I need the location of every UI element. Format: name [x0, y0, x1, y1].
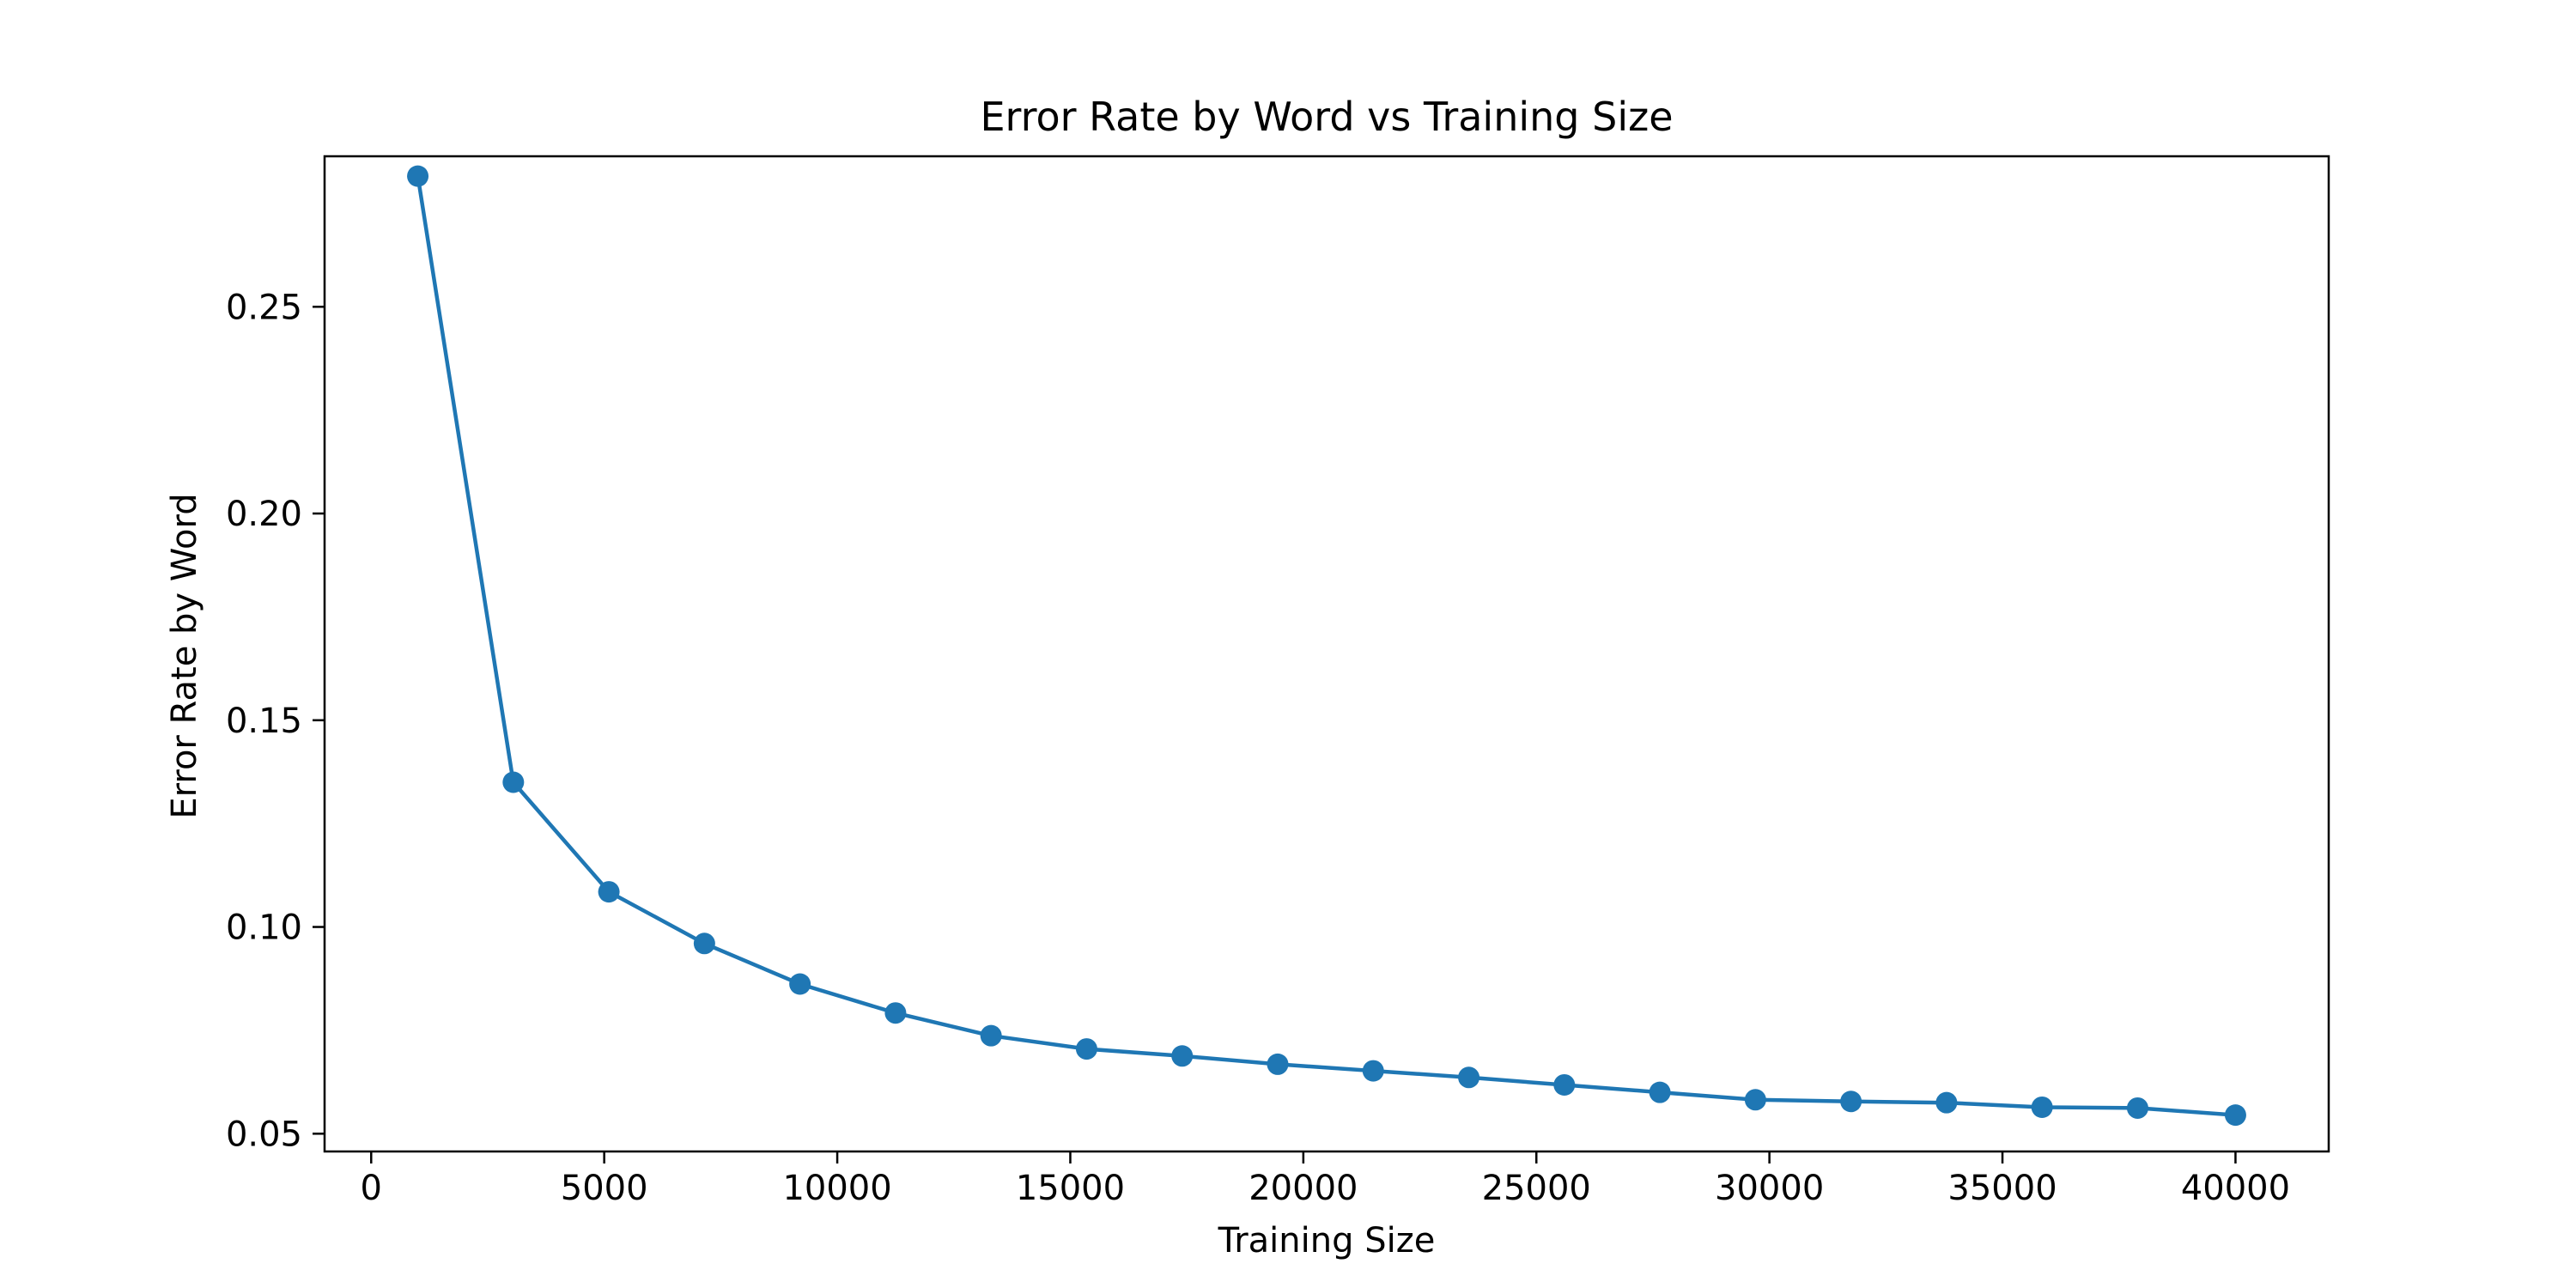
- data-point: [789, 973, 811, 995]
- series-line: [416, 173, 2238, 1117]
- y-axis-label: Error Rate by Word: [165, 493, 204, 818]
- y-tick-label: 0.05: [226, 1115, 302, 1154]
- data-point: [1171, 1045, 1194, 1067]
- y-tick-label: 0.15: [226, 702, 302, 741]
- data-point: [1840, 1091, 1862, 1113]
- data-point: [1649, 1081, 1671, 1103]
- data-point: [1553, 1073, 1576, 1096]
- data-point: [1458, 1066, 1480, 1089]
- data-point: [2224, 1104, 2246, 1127]
- x-tick-label: 25000: [1482, 1169, 1591, 1208]
- data-point: [502, 771, 525, 793]
- x-tick-label: 35000: [1947, 1169, 2057, 1208]
- data-point: [1744, 1089, 1766, 1111]
- y-tick-label: 0.20: [226, 495, 302, 534]
- x-tick-label: 10000: [782, 1169, 891, 1208]
- x-tick-label: 40000: [2181, 1169, 2290, 1208]
- x-tick-label: 5000: [561, 1169, 648, 1208]
- data-point: [1267, 1053, 1289, 1075]
- x-axis-label: Training Size: [1218, 1221, 1436, 1261]
- x-tick-label: 30000: [1715, 1169, 1824, 1208]
- data-point: [407, 165, 429, 187]
- chart-title: Error Rate by Word vs Training Size: [980, 94, 1673, 140]
- axes-frame: [323, 155, 2330, 1153]
- x-tick-label: 15000: [1016, 1169, 1125, 1208]
- data-point: [980, 1024, 1002, 1047]
- data-point: [1935, 1091, 1958, 1114]
- data-point: [1362, 1060, 1384, 1082]
- data-point: [1075, 1038, 1097, 1060]
- y-tick-label: 0.10: [226, 908, 302, 948]
- data-point: [2031, 1096, 2053, 1118]
- plot-area: [407, 165, 2246, 1127]
- y-tick-label: 0.25: [226, 288, 302, 327]
- x-tick-label: 0: [361, 1169, 382, 1208]
- data-point: [693, 933, 715, 955]
- axes: 0 5000 10000 15000 20000 25000 30000 35000 40000…: [226, 155, 2330, 1208]
- data-point: [598, 881, 620, 903]
- data-point: [884, 1002, 907, 1024]
- x-tick-label: 20000: [1249, 1169, 1358, 1208]
- data-point: [2126, 1097, 2148, 1119]
